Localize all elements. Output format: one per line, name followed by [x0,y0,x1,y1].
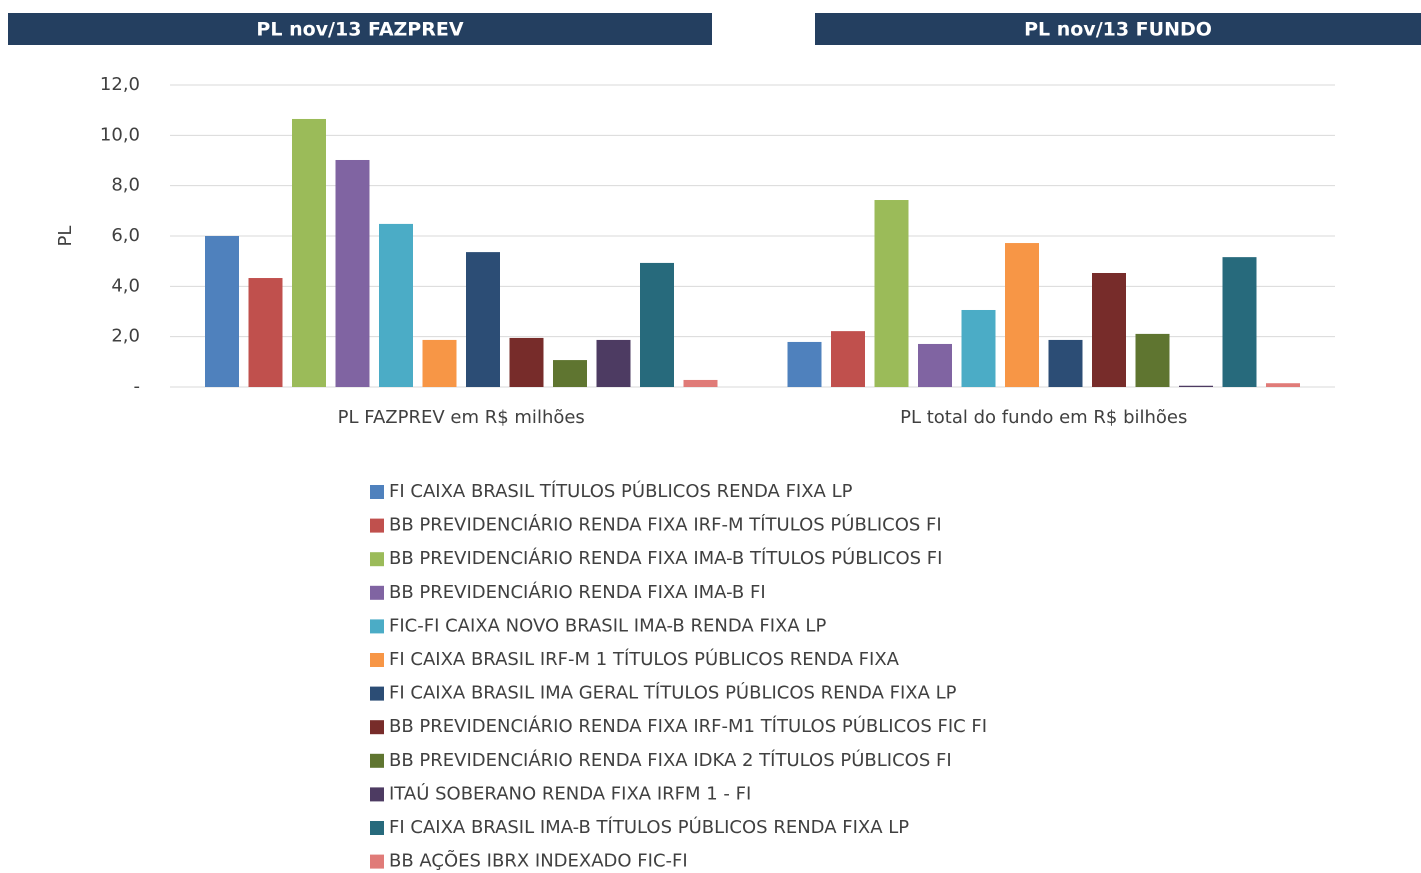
legend-swatch [370,552,384,567]
bar [1135,333,1170,387]
y-tick-label: 10,0 [100,124,140,145]
bar [1179,385,1213,387]
bar [248,278,283,387]
legend-swatch [370,686,384,701]
bar [335,159,370,387]
bar [1048,339,1083,387]
y-tick-label: 6,0 [111,225,140,246]
bar [1005,243,1039,387]
legend-label: FI CAIXA BRASIL IMA GERAL TÍTULOS PÚBLIC… [389,682,957,704]
legend-label: FI CAIXA BRASIL TÍTULOS PÚBLICOS RENDA F… [389,480,853,502]
legend-swatch [370,619,384,634]
bar [831,331,865,387]
bar [1092,272,1126,387]
bar [1266,383,1300,387]
bar [509,337,544,387]
bar [292,118,326,387]
legend-swatch [370,821,384,835]
bar [683,379,718,387]
y-tick-label: 12,0 [100,74,140,95]
legend-label: ITAÚ SOBERANO RENDA FIXA IRFM 1 - FI [389,782,751,804]
legend-swatch [370,653,384,667]
legend-label: BB PREVIDENCIÁRIO RENDA FIXA IRF-M TÍTUL… [389,514,942,536]
y-tick-label: 4,0 [111,275,140,296]
bar [205,236,239,387]
legend-label: BB PREVIDENCIÁRIO RENDA FIXA IDKA 2 TÍTU… [389,749,952,771]
legend-swatch [370,485,384,499]
y-tick-label: 8,0 [111,175,140,196]
bar [596,339,631,387]
bar [553,360,587,387]
y-tick-label: 2,0 [111,326,140,347]
x-tick-label: PL total do fundo em R$ bilhões [900,407,1187,428]
legend-label: BB PREVIDENCIÁRIO RENDA FIXA IMA-B FI [389,581,766,603]
legend-label: BB PREVIDENCIÁRIO RENDA FIXA IRF-M1 TÍTU… [389,715,987,737]
legend-swatch [370,518,384,533]
y-axis-label: PL [55,226,76,247]
bar [640,262,674,387]
y-tick-label: - [134,376,141,397]
bar [787,341,822,387]
bar [874,200,909,387]
bar [379,223,413,387]
panel-banner [8,13,712,45]
legend-label: FIC-FI CAIXA NOVO BRASIL IMA-B RENDA FIX… [389,615,826,636]
panel-title: PL nov/13 FUNDO [1024,19,1212,41]
bar [466,252,500,387]
legend-swatch [370,753,384,768]
legend-label: FI CAIXA BRASIL IMA-B TÍTULOS PÚBLICOS R… [389,816,909,838]
bar [1222,257,1257,387]
bar [918,343,952,387]
legend-label: BB AÇÕES IBRX INDEXADO FIC-FI [389,850,688,872]
x-tick-label: PL FAZPREV em R$ milhões [338,407,585,428]
legend-swatch [370,720,384,735]
legend-label: FI CAIXA BRASIL IRF-M 1 TÍTULOS PÚBLICOS… [389,648,900,670]
legend-swatch [370,787,384,802]
bar [422,339,457,387]
bar [961,309,996,387]
panel-title: PL nov/13 FAZPREV [256,19,463,41]
legend-label: BB PREVIDENCIÁRIO RENDA FIXA IMA-B TÍTUL… [389,547,942,569]
panel-banner [815,13,1421,45]
legend-swatch [370,585,384,600]
legend-swatch [370,854,384,869]
